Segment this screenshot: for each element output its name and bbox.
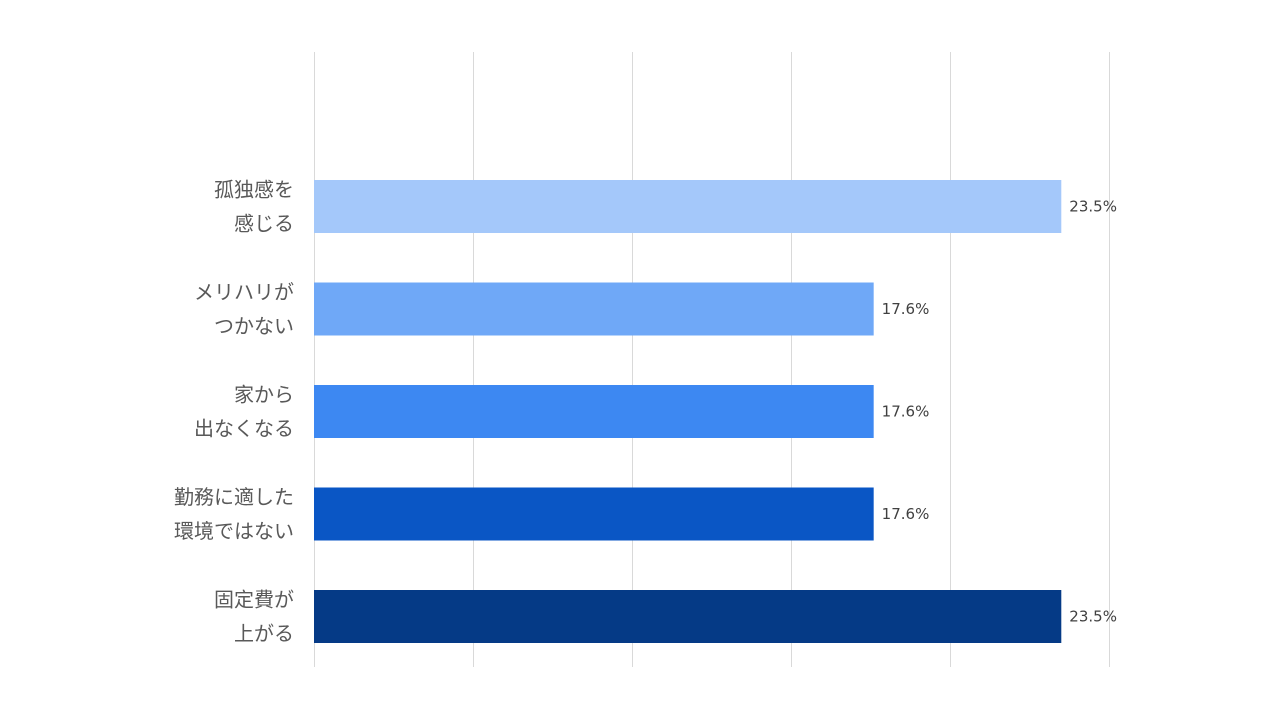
category-label: メリハリが <box>194 280 294 304</box>
category-label: 家から <box>234 383 294 407</box>
value-label: 17.6% <box>882 505 930 523</box>
category-label: 環境ではない <box>174 519 294 543</box>
bar <box>314 282 874 336</box>
category-labels: 孤独感を感じるメリハリがつかない家から出なくなる勤務に適した環境ではない固定費が… <box>174 178 294 646</box>
bars <box>314 180 1062 643</box>
value-label: 23.5% <box>1069 608 1117 626</box>
value-labels: 23.5% 17.6% 17.6% 17.6% 23.5% <box>882 198 1117 626</box>
category-label: 勤務に適した <box>174 485 294 509</box>
value-label: 23.5% <box>1069 198 1117 216</box>
value-label: 17.6% <box>882 300 930 318</box>
category-label: 感じる <box>234 212 294 236</box>
category-label: 出なくなる <box>194 417 294 441</box>
bar <box>314 385 874 438</box>
category-label: 固定費が <box>214 588 294 612</box>
gridlines <box>314 52 1110 667</box>
category-label: 孤独感を <box>214 178 294 202</box>
bar <box>314 487 874 541</box>
category-label: つかない <box>214 314 294 338</box>
bar <box>314 180 1062 233</box>
value-label: 17.6% <box>882 403 930 421</box>
bar <box>314 590 1062 643</box>
category-label: 上がる <box>234 622 294 646</box>
